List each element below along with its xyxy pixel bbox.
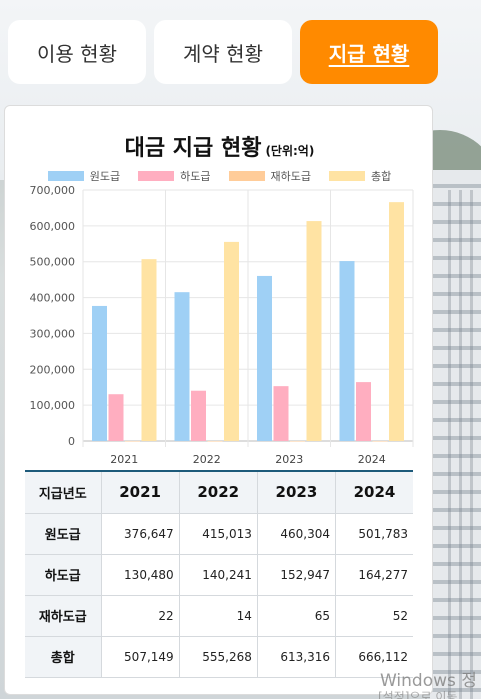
legend-swatch-sub (138, 171, 175, 181)
legend-label-resub: 재하도급 (270, 170, 311, 183)
x-tick-label: 2022 (193, 453, 221, 466)
windows-activation-subtext: [설정]으로 이동 (378, 690, 458, 699)
table-cell: 164,277 (335, 553, 413, 596)
bar-0 (92, 305, 107, 441)
y-tick-label: 200,000 (30, 363, 76, 376)
table-cell: 140,241 (178, 553, 258, 596)
y-tick-label: 0 (68, 435, 75, 448)
table-cell: 130,480 (100, 553, 180, 596)
table-year-header: 2022 (178, 471, 258, 514)
y-tick-label: 600,000 (30, 220, 76, 233)
table-cell: 555,268 (178, 635, 258, 678)
table-row: 총합 507,149 555,268 613,316 666,112 (25, 635, 413, 678)
chart-legend: 원도급 하도급 재하도급 총합 (5, 168, 434, 184)
legend-swatch-total (328, 171, 365, 181)
legend-label-total: 총합 (370, 170, 392, 183)
table-cell: 415,013 (178, 512, 258, 555)
x-tick-label: 2023 (275, 453, 303, 466)
table-cell: 376,647 (100, 512, 180, 555)
table-year-header: 2024 (335, 471, 413, 514)
tab-usage-status[interactable]: 이용 현황 (8, 20, 146, 84)
table-year-header: 2021 (100, 471, 180, 514)
table-row: 하도급 130,480 140,241 152,947 164,277 (25, 553, 413, 596)
y-tick-label: 500,000 (30, 256, 76, 269)
table-cell: 507,149 (100, 635, 180, 678)
bar-0 (174, 292, 190, 441)
y-tick-label: 300,000 (30, 327, 76, 340)
windows-activation-watermark: Windows 정 (380, 671, 477, 691)
bar-3 (306, 221, 322, 441)
legend-item-prime[interactable]: 원도급 (47, 168, 121, 184)
bar-3 (141, 259, 157, 441)
x-tick-label: 2021 (110, 453, 138, 466)
table-corner-header: 지급년도 (25, 471, 102, 514)
table-cell: 14 (178, 594, 258, 637)
tab-payment-status[interactable]: 지급 현황 (300, 20, 438, 84)
table-year-header: 2023 (256, 471, 337, 514)
legend-label-sub: 하도급 (180, 170, 211, 183)
legend-label-prime: 원도급 (89, 170, 121, 183)
tab-bar: 이용 현황 계약 현황 지급 현황 (8, 20, 438, 84)
bar-2 (372, 440, 388, 442)
table-cell: 501,783 (335, 512, 413, 555)
legend-swatch-prime (47, 171, 84, 181)
payment-table: 지급년도 2021 2022 2023 2024 원도급 376,647 415… (25, 470, 413, 678)
table-cell: 460,304 (256, 512, 337, 555)
table-row-label: 총합 (25, 635, 102, 678)
bar-2 (207, 440, 223, 442)
table-cell: 52 (335, 594, 413, 637)
bar-3 (389, 202, 404, 441)
table-cell: 152,947 (256, 553, 337, 596)
bar-1 (108, 394, 124, 441)
table-row-label: 원도급 (25, 512, 102, 555)
bar-0 (257, 275, 272, 441)
background-building-windows (440, 190, 481, 699)
bar-2 (125, 440, 140, 442)
chart-title: 대금 지급 현황 (124, 136, 262, 161)
table-row-label: 하도급 (25, 553, 102, 596)
legend-item-total[interactable]: 총합 (328, 168, 392, 184)
tab-contract-status[interactable]: 계약 현황 (154, 20, 292, 84)
legend-swatch-resub (228, 171, 265, 181)
y-tick-label: 400,000 (30, 292, 76, 305)
table-cell: 65 (256, 594, 337, 637)
bar-1 (191, 390, 206, 441)
table-cell: 22 (100, 594, 180, 637)
bar-0 (339, 261, 355, 441)
payment-card: 대금 지급 현황 (단위:억) 원도급 하도급 재하도급 총합 0 100,000 2… (4, 105, 433, 695)
bar-1 (273, 386, 289, 441)
chart-unit: (단위:억) (265, 144, 315, 158)
legend-item-resub[interactable]: 재하도급 (228, 168, 311, 184)
table-header-row: 지급년도 2021 2022 2023 2024 (25, 471, 413, 514)
y-tick-label: 700,000 (30, 186, 76, 197)
table-row-label: 재하도급 (25, 594, 102, 637)
y-tick-label: 100,000 (30, 399, 76, 412)
table-row: 원도급 376,647 415,013 460,304 501,783 (25, 512, 413, 555)
table-row: 재하도급 22 14 65 52 (25, 594, 413, 637)
table-cell: 666,112 (335, 635, 413, 678)
legend-item-sub[interactable]: 하도급 (138, 168, 211, 184)
bar-3 (224, 241, 239, 441)
table-cell: 613,316 (256, 635, 337, 678)
chart-title-row: 대금 지급 현황 (단위:억) (5, 130, 434, 162)
bar-1 (356, 382, 371, 441)
bar-chart: 0 100,000 200,000 300,000 400,000 500,000 600,… (30, 186, 414, 466)
x-tick-label: 2024 (358, 453, 386, 466)
bar-2 (290, 440, 305, 442)
background-building (430, 170, 481, 699)
